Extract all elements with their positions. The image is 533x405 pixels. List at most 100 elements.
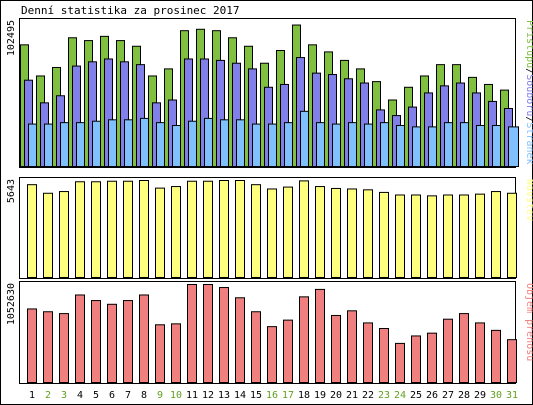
bar-objem-17 (283, 319, 293, 383)
x-tick-label-17: 17 (282, 390, 294, 401)
bar-navstev-14 (235, 180, 245, 278)
bar-navstev-12 (203, 180, 213, 279)
bar-objem-24 (395, 342, 405, 384)
bar-objem-22 (363, 322, 373, 384)
bar-navstev-21 (347, 188, 357, 278)
bar-objem-13 (219, 287, 229, 384)
legend-panel-1: Přístupů/Souborů/Stránek (524, 20, 533, 165)
bar-navstev-25 (411, 194, 421, 278)
bar-navstev-11 (187, 180, 197, 279)
x-tick-label-27: 27 (442, 390, 454, 401)
bar-objem-26 (427, 332, 437, 383)
bar-objem-18 (299, 296, 309, 383)
bar-objem-11 (187, 284, 197, 383)
legend-item-Souborů: Souborů (524, 74, 533, 116)
x-tick-label-13: 13 (218, 390, 230, 401)
bar-objem-5 (91, 300, 101, 383)
x-tick-label-7: 7 (125, 390, 131, 401)
legend-panel-2: Návštěv (524, 179, 533, 221)
bar-navstev-24 (395, 194, 405, 278)
bar-navstev-23 (379, 191, 389, 278)
x-tick-label-31: 31 (506, 390, 518, 401)
bar-objem-9 (155, 324, 165, 384)
bar-objem-19 (315, 288, 325, 384)
bar-navstev-15 (251, 184, 261, 278)
bar-objem-16 (267, 326, 277, 384)
x-tick-label-12: 12 (202, 390, 214, 401)
x-tick-label-15: 15 (250, 390, 262, 401)
x-tick-label-24: 24 (394, 390, 406, 401)
bar-navstev-10 (171, 186, 181, 278)
x-tick-label-25: 25 (410, 390, 422, 401)
bar-objem-31 (507, 339, 517, 384)
bar-navstev-17 (283, 186, 293, 278)
x-tick-label-19: 19 (314, 390, 326, 401)
legend-item-Stránek: Stránek (524, 122, 533, 164)
bar-objem-3 (59, 313, 69, 383)
x-tick-label-28: 28 (458, 390, 470, 401)
x-tick-label-1: 1 (29, 390, 35, 401)
bar-navstev-20 (331, 187, 341, 278)
x-tick-label-29: 29 (474, 390, 486, 401)
x-tick-label-11: 11 (186, 390, 198, 401)
x-tick-label-14: 14 (234, 390, 246, 401)
bar-navstev-9 (155, 187, 165, 278)
bar-objem-2 (43, 311, 53, 383)
y-max-label-1: 102495 (6, 20, 17, 56)
bar-navstev-18 (299, 180, 309, 278)
bar-objem-1 (27, 308, 37, 384)
y-max-label-3: 1052630 (6, 283, 17, 325)
legend-panel-3: Objem přenosu (524, 283, 533, 361)
chart-title: Denní statistika za prosinec 2017 (21, 4, 240, 17)
bar-navstev-27 (443, 194, 453, 278)
x-tick-label-20: 20 (330, 390, 342, 401)
bar-navstev-3 (59, 191, 69, 278)
bar-navstev-7 (123, 180, 133, 279)
bar-objem-30 (491, 329, 501, 383)
y-max-label-2: 5643 (6, 179, 17, 203)
panel-frame-1 (19, 18, 516, 168)
x-tick-label-8: 8 (141, 390, 147, 401)
bar-objem-25 (411, 335, 421, 383)
bar-objem-12 (203, 284, 213, 383)
bar-navstev-22 (363, 189, 373, 278)
x-tick-label-21: 21 (346, 390, 358, 401)
bar-navstev-16 (267, 188, 277, 278)
bar-objem-20 (331, 314, 341, 383)
bar-navstev-29 (475, 193, 485, 278)
bar-objem-14 (235, 297, 245, 383)
x-tick-label-26: 26 (426, 390, 438, 401)
bar-navstev-6 (107, 180, 117, 279)
bar-objem-28 (459, 313, 469, 383)
legend-separator: / (524, 116, 533, 122)
x-tick-label-30: 30 (490, 390, 502, 401)
bar-objem-21 (347, 310, 357, 384)
x-tick-label-23: 23 (378, 390, 390, 401)
bar-navstev-19 (315, 186, 325, 278)
bar-navstev-1 (27, 184, 37, 278)
panel-frame-3 (19, 281, 516, 384)
bar-objem-27 (443, 318, 453, 383)
legend-item-Přístupů: Přístupů (524, 20, 533, 68)
x-tick-label-3: 3 (61, 390, 67, 401)
bar-objem-15 (251, 311, 261, 383)
x-tick-label-16: 16 (266, 390, 278, 401)
bar-navstev-31 (507, 192, 517, 279)
bar-objem-6 (107, 303, 117, 383)
bar-objem-8 (139, 294, 149, 383)
legend-separator: / (524, 68, 533, 74)
x-tick-label-4: 4 (77, 390, 83, 401)
x-tick-label-10: 10 (170, 390, 182, 401)
x-tick-label-18: 18 (298, 390, 310, 401)
bar-stranek-31 (508, 126, 519, 167)
bar-navstev-2 (43, 192, 53, 279)
x-tick-label-6: 6 (109, 390, 115, 401)
bar-navstev-28 (459, 194, 469, 278)
x-tick-label-5: 5 (93, 390, 99, 401)
bar-navstev-30 (491, 191, 501, 278)
bar-navstev-4 (75, 181, 85, 278)
bar-objem-10 (171, 323, 181, 384)
bar-objem-29 (475, 322, 485, 384)
